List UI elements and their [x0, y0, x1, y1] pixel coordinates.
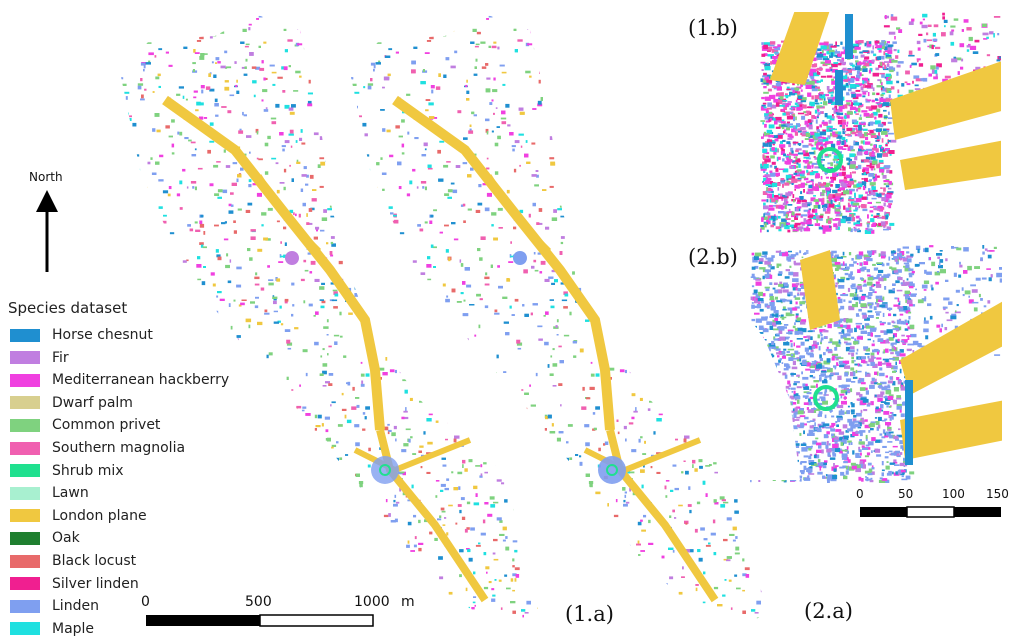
legend-item: Fir	[10, 349, 69, 367]
legend-item: Horse chesnut	[10, 326, 153, 344]
panel-label-1b: (1.b)	[688, 16, 738, 40]
legend-swatch	[10, 441, 40, 455]
legend-swatch	[10, 418, 40, 432]
inset-scale-tick-0: 0	[856, 487, 864, 501]
inset-scale-tick-100: 100	[942, 487, 965, 501]
legend-item: Dwarf palm	[10, 394, 133, 412]
legend-swatch	[10, 531, 40, 545]
main-scale-tick-0: 0	[141, 594, 150, 610]
legend-item: Oak	[10, 529, 80, 547]
panel-label-2a: (2.a)	[804, 599, 853, 623]
inset-scale-tick-50: 50	[898, 487, 914, 501]
north-arrow-icon	[36, 190, 58, 272]
legend-label: London plane	[52, 507, 147, 524]
legend-item: Lawn	[10, 484, 89, 502]
legend-item: Shrub mix	[10, 462, 124, 480]
legend-item: Common privet	[10, 416, 160, 434]
legend-swatch	[10, 577, 40, 591]
legend-swatch	[10, 599, 40, 613]
main-scale-tick-1000: 1000	[354, 594, 390, 610]
main-scale-unit: m	[401, 594, 415, 610]
legend-swatch	[10, 554, 40, 568]
legend-item: Mediterranean hackberry	[10, 371, 229, 389]
legend-swatch	[10, 328, 40, 342]
legend-title: Species dataset	[8, 299, 128, 317]
legend-label: Common privet	[52, 417, 161, 434]
legend-label: Linden	[52, 598, 99, 615]
legend-item: Linden	[10, 597, 99, 615]
inset-scale-tick-150: 150	[986, 487, 1009, 501]
legend-swatch	[10, 486, 40, 500]
north-label: North	[29, 170, 63, 184]
legend-label: Lawn	[52, 485, 89, 502]
legend-label: Fir	[52, 349, 69, 366]
inset-1b-avenues	[770, 12, 1001, 190]
legend-item: Silver linden	[10, 575, 139, 593]
legend-item: Southern magnolia	[10, 439, 185, 457]
inset-2b-avenues	[740, 250, 1002, 480]
legend-label: Black locust	[52, 553, 137, 569]
legend-item: Maple	[10, 620, 94, 638]
legend-label: Oak	[52, 530, 80, 547]
legend-label: Horse chesnut	[52, 327, 153, 343]
legend-swatch	[10, 351, 40, 365]
panel-label-2b: (2.b)	[688, 245, 738, 269]
legend-swatch	[10, 373, 40, 387]
legend-item: London plane	[10, 507, 147, 525]
legend-swatch	[10, 509, 40, 523]
legend-label: Shrub mix	[52, 462, 124, 479]
main-scale-bar	[146, 614, 374, 627]
legend-swatch	[10, 396, 40, 410]
legend-label: Maple	[52, 620, 95, 637]
inset-scale-bar	[860, 506, 1001, 518]
map-1a-avenues	[162, 95, 489, 603]
map-2a-avenues	[392, 95, 719, 603]
legend-label: Mediterranean hackberry	[52, 372, 230, 389]
legend-swatch	[10, 622, 40, 636]
legend-label: Southern magnolia	[52, 440, 186, 456]
legend-label: Silver linden	[52, 575, 139, 592]
legend-swatch	[10, 464, 40, 478]
legend-label: Dwarf palm	[52, 394, 133, 411]
main-scale-tick-500: 500	[245, 594, 272, 610]
legend-item: Black locust	[10, 552, 136, 570]
panel-label-1a: (1.a)	[565, 602, 614, 626]
